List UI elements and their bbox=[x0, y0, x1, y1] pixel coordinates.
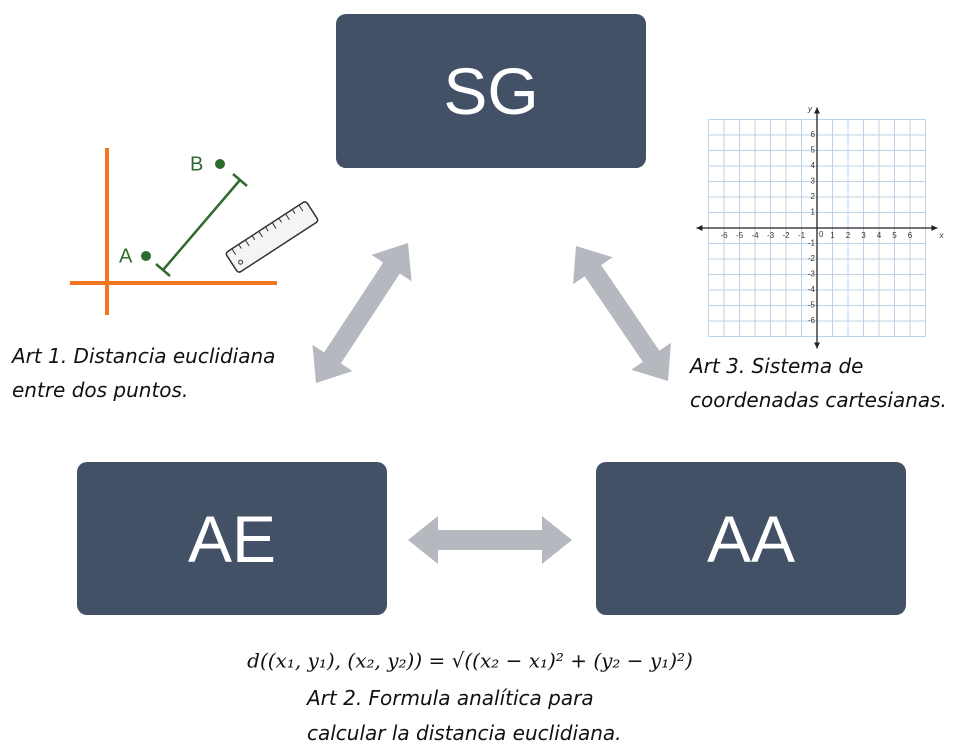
double-arrow bbox=[408, 516, 572, 564]
x-tick-label: 5 bbox=[892, 231, 897, 240]
y-tick-label: 6 bbox=[811, 130, 816, 139]
caption: Art 3. Sistema de bbox=[688, 354, 863, 378]
y-tick-label: -3 bbox=[808, 270, 816, 279]
point-label: B bbox=[190, 153, 203, 175]
caption: Art 2. Formula analítica para bbox=[305, 686, 594, 710]
box-label: SG bbox=[443, 54, 538, 128]
y-tick-label: 1 bbox=[811, 208, 816, 217]
box-label: AA bbox=[707, 502, 795, 576]
y-tick-label: -5 bbox=[808, 301, 816, 310]
point bbox=[215, 159, 225, 169]
origin-label: 0 bbox=[819, 230, 824, 239]
box-label: AE bbox=[188, 502, 276, 576]
x-tick-label: 3 bbox=[861, 231, 866, 240]
axis-label: y bbox=[807, 105, 813, 114]
point bbox=[141, 251, 151, 261]
x-tick-label: 6 bbox=[908, 231, 913, 240]
axis-label: x bbox=[939, 231, 945, 240]
diagram: SG AE AA A B Art 1. Distancia euclidiana… bbox=[0, 0, 973, 744]
y-tick-label: 2 bbox=[811, 192, 816, 201]
caption: calcular la distancia euclidiana. bbox=[307, 721, 622, 744]
point-label: A bbox=[119, 245, 133, 267]
y-tick-label: -1 bbox=[808, 239, 816, 248]
y-tick-label: 3 bbox=[811, 177, 816, 186]
y-tick-label: 5 bbox=[811, 146, 816, 155]
distance-illustration: A B bbox=[70, 148, 319, 315]
caption: entre dos puntos. bbox=[12, 378, 188, 402]
arrowhead bbox=[814, 343, 820, 349]
arrowhead bbox=[814, 108, 820, 114]
x-tick-label: -5 bbox=[736, 231, 744, 240]
double-arrow bbox=[296, 230, 428, 396]
x-tick-label: -4 bbox=[751, 231, 759, 240]
formula: d((x₁, y₁), (x₂, y₂)) = √((x₂ − x₁)² + (… bbox=[247, 649, 693, 673]
caption: coordenadas cartesianas. bbox=[690, 388, 947, 412]
x-tick-label: -1 bbox=[798, 231, 806, 240]
y-tick-label: -6 bbox=[808, 316, 816, 325]
arrowhead bbox=[932, 225, 938, 231]
y-tick-label: -4 bbox=[808, 285, 816, 294]
x-tick-label: 4 bbox=[877, 231, 882, 240]
arrowhead bbox=[697, 225, 703, 231]
double-arrow bbox=[556, 232, 688, 394]
y-tick-label: 4 bbox=[811, 161, 816, 170]
x-tick-label: 2 bbox=[846, 231, 851, 240]
x-tick-label: -3 bbox=[767, 231, 775, 240]
x-tick-label: -2 bbox=[782, 231, 790, 240]
y-tick-label: -2 bbox=[808, 254, 816, 263]
cartesian-grid: x y 0 -6 -5 -4 -3 -2 -1 1 2 3 4 5 6 6 5 4 3 2 1 -1 -2 -3 -4 -5 -6 bbox=[697, 105, 945, 349]
caption: Art 1. Distancia euclidiana bbox=[10, 344, 275, 368]
ruler bbox=[225, 201, 319, 273]
x-tick-label: 1 bbox=[830, 231, 835, 240]
x-tick-label: -6 bbox=[720, 231, 728, 240]
